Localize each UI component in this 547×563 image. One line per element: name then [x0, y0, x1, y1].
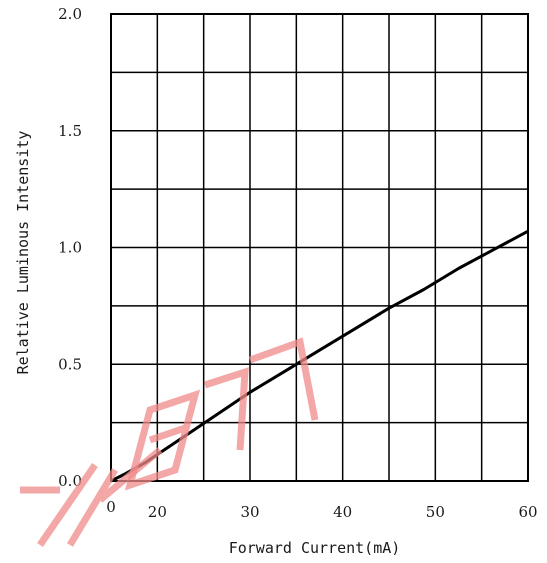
x-tick-label: 20 — [148, 503, 167, 521]
x-tick-label: 50 — [426, 503, 445, 521]
y-axis-label: Relative Luminous Intensity — [14, 131, 32, 375]
y-tick-label: 1.0 — [58, 239, 82, 257]
x-tick-label: 60 — [518, 503, 537, 521]
x-tick-label: 30 — [240, 503, 259, 521]
grid-lines — [111, 14, 528, 481]
x-axis-label: Forward Current(mA) — [229, 539, 401, 557]
watermark-stamp — [20, 337, 319, 547]
plot-frame — [110, 13, 529, 482]
series-line — [110, 229, 529, 483]
x-tick-label: 0 — [106, 498, 116, 516]
y-tick-label: 0.0 — [58, 472, 82, 490]
tick-labels: 0.0 0.5 1.0 1.5 2.0 0 20 30 40 50 60 — [58, 5, 537, 521]
y-tick-label: 0.5 — [58, 355, 82, 373]
y-tick-label: 1.5 — [58, 122, 82, 140]
x-tick-label: 40 — [333, 503, 352, 521]
y-tick-label: 2.0 — [58, 5, 82, 23]
